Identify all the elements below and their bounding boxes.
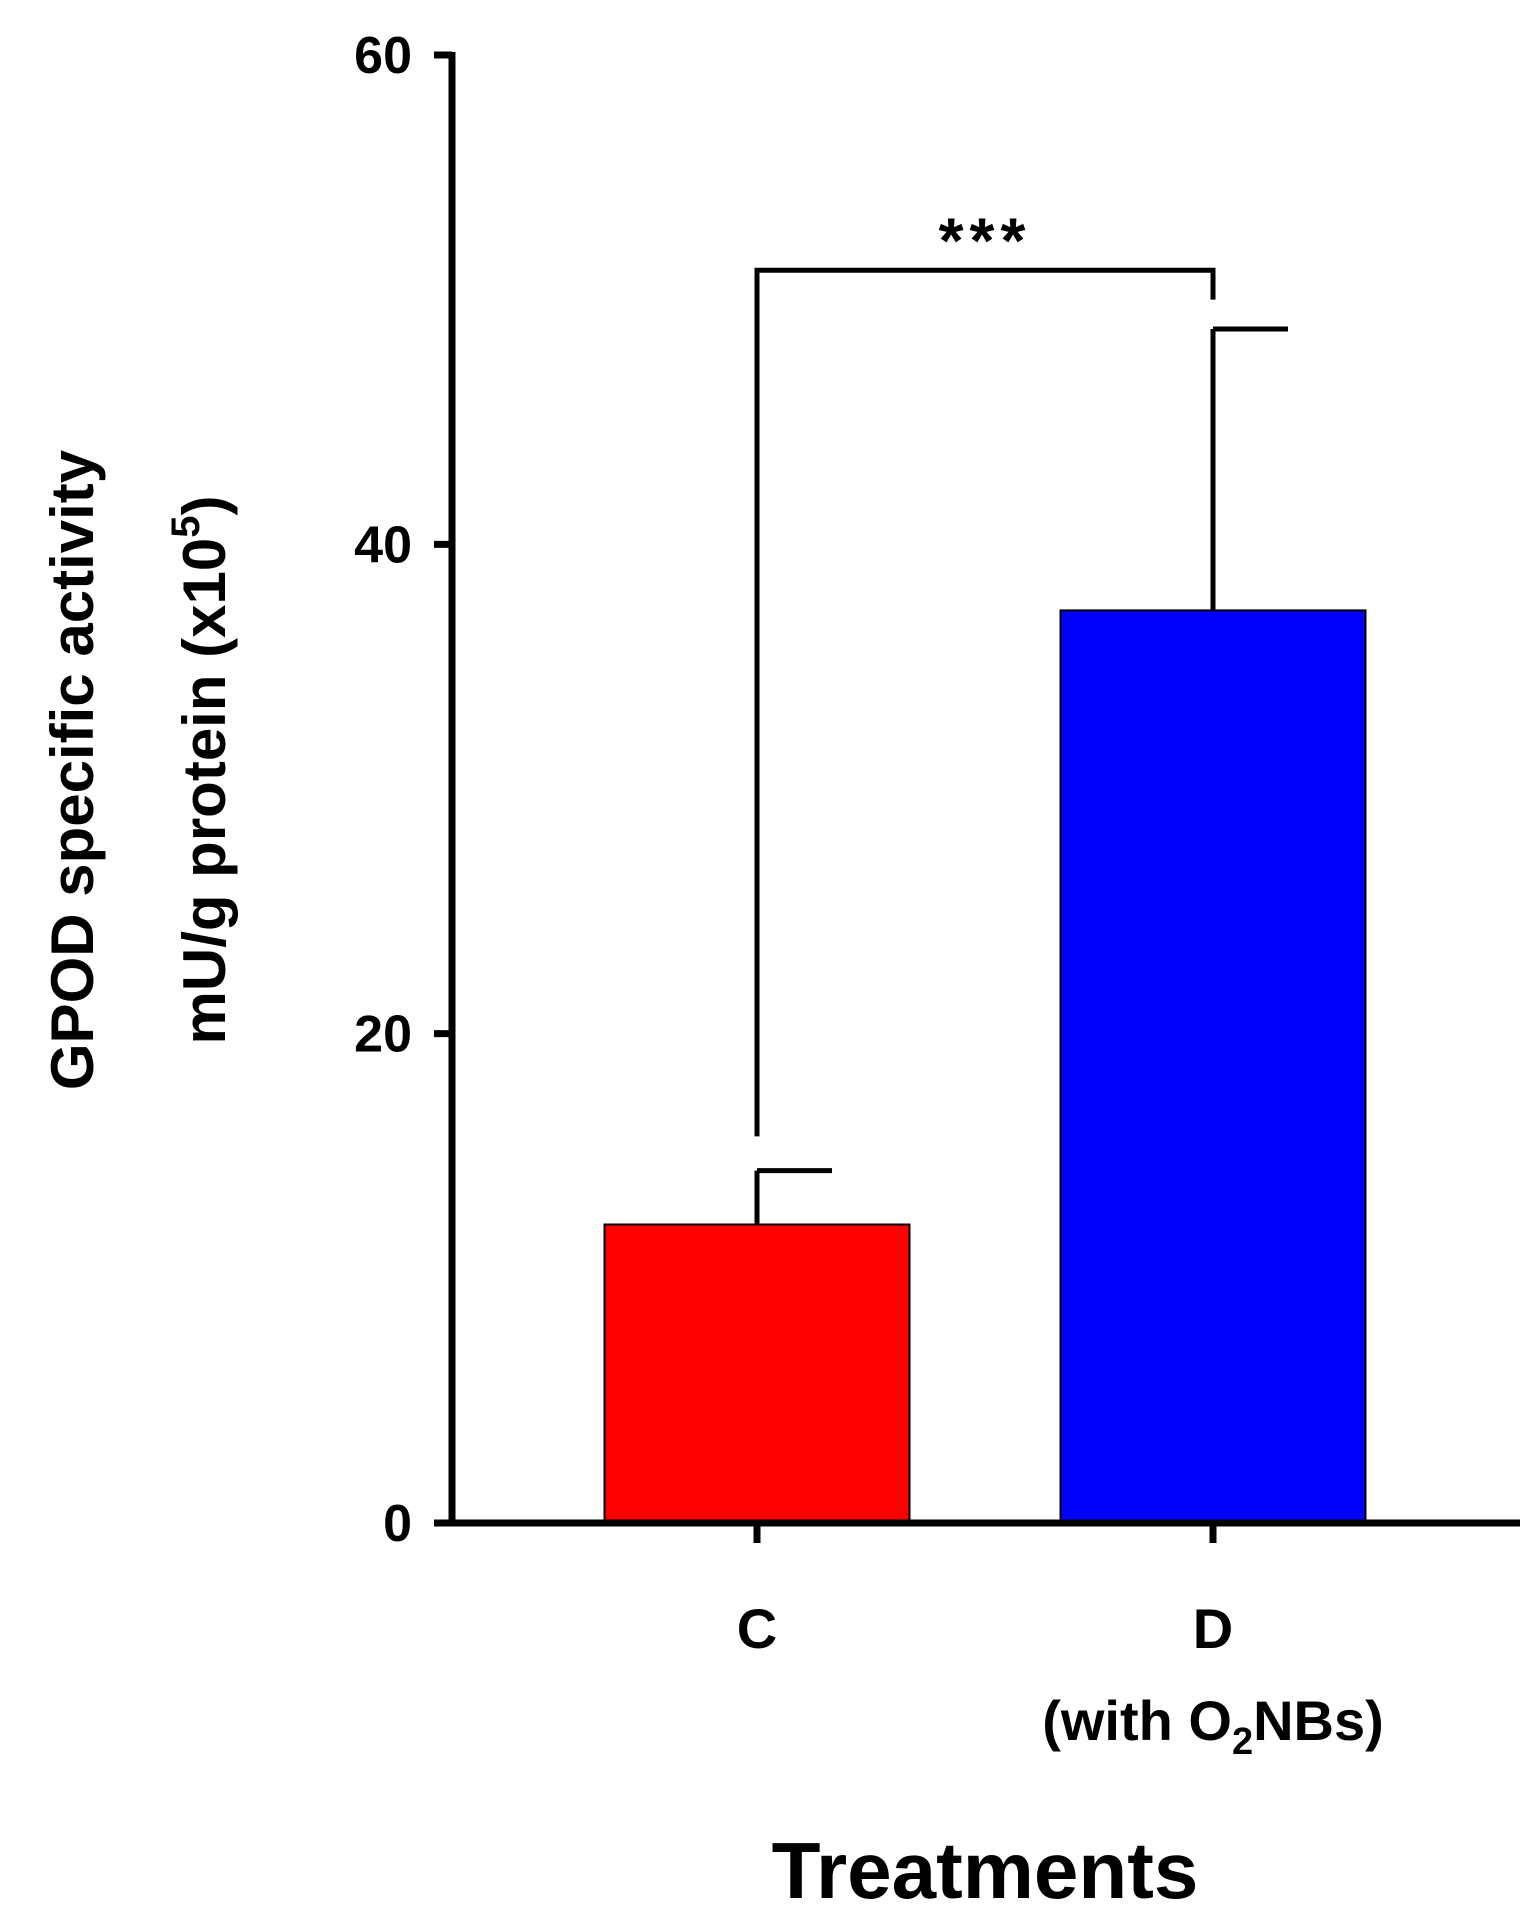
significance-label: *** — [939, 204, 1032, 276]
x-axis-title: Treatments — [772, 1826, 1199, 1915]
significance-bracket — [754, 267, 1216, 1137]
x-tick-label-D: D — [1193, 1597, 1233, 1660]
x-tick-label-C: C — [737, 1597, 777, 1660]
x-tick-sublabel-D: (with O2NBs) — [1042, 1689, 1384, 1763]
y-tick-label: 40 — [354, 516, 412, 574]
y-tick-label: 60 — [354, 27, 412, 85]
plot-area: *** — [603, 204, 1367, 1525]
y-axis-title-close: ) — [171, 496, 238, 516]
x-axis-ticks: C D (with O2NBs) — [737, 1523, 1384, 1763]
y-axis-title-unit: mU/g protein (x10 — [171, 538, 238, 1045]
y-axis-title-line-1: GPOD specific activity — [39, 449, 106, 1090]
bar-C — [603, 1223, 911, 1525]
y-axis-ticks: 0 20 40 60 — [354, 27, 452, 1553]
y-tick-label: 20 — [354, 1006, 412, 1064]
y-axis-title-line-2: mU/g protein (x105) — [164, 496, 238, 1045]
bar-D — [1059, 609, 1367, 1524]
y-tick-label: 0 — [383, 1495, 412, 1553]
y-axis-title-exponent: 5 — [164, 515, 208, 537]
